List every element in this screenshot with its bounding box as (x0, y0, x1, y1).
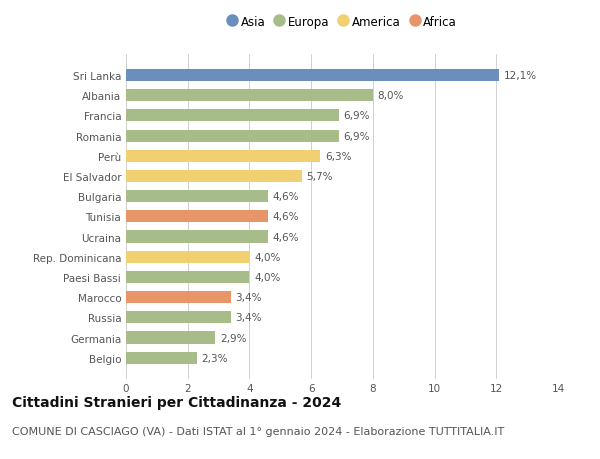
Text: COMUNE DI CASCIAGO (VA) - Dati ISTAT al 1° gennaio 2024 - Elaborazione TUTTITALI: COMUNE DI CASCIAGO (VA) - Dati ISTAT al … (12, 426, 504, 436)
Text: 2,9%: 2,9% (220, 333, 247, 343)
Text: 2,3%: 2,3% (202, 353, 228, 363)
Bar (126, 251, 250, 263)
Bar (126, 211, 268, 223)
Bar (126, 110, 339, 122)
Bar (126, 291, 231, 303)
Text: 4,0%: 4,0% (254, 252, 280, 262)
Bar (126, 130, 339, 142)
Bar (126, 332, 215, 344)
Bar (126, 171, 302, 183)
Text: 4,6%: 4,6% (272, 232, 299, 242)
Text: 5,7%: 5,7% (307, 172, 333, 182)
Bar (126, 352, 197, 364)
Text: 4,6%: 4,6% (272, 192, 299, 202)
Bar (126, 271, 250, 283)
Bar (126, 151, 320, 162)
Bar (126, 70, 499, 82)
Text: 6,9%: 6,9% (344, 131, 370, 141)
Text: 12,1%: 12,1% (504, 71, 537, 81)
Legend: Asia, Europa, America, Africa: Asia, Europa, America, Africa (227, 16, 457, 28)
Text: 8,0%: 8,0% (377, 91, 404, 101)
Text: 6,3%: 6,3% (325, 151, 352, 162)
Bar (126, 190, 268, 203)
Text: 3,4%: 3,4% (236, 292, 262, 302)
Text: 3,4%: 3,4% (236, 313, 262, 323)
Bar (126, 231, 268, 243)
Bar (126, 312, 231, 324)
Text: 4,0%: 4,0% (254, 272, 280, 282)
Text: 4,6%: 4,6% (272, 212, 299, 222)
Text: Cittadini Stranieri per Cittadinanza - 2024: Cittadini Stranieri per Cittadinanza - 2… (12, 395, 341, 409)
Text: 6,9%: 6,9% (344, 111, 370, 121)
Bar (126, 90, 373, 102)
